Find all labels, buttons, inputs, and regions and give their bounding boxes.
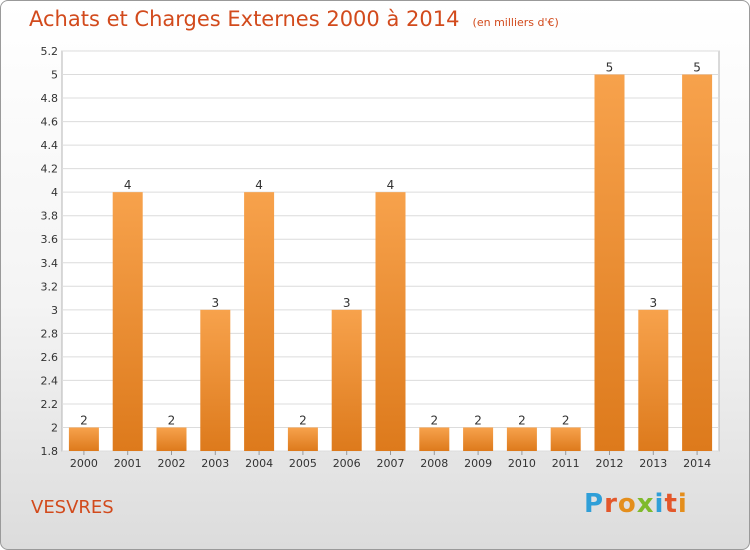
bar [419,427,450,451]
commune-name: VESVRES [31,497,114,518]
bar [506,427,537,451]
bar [156,427,187,451]
chart-title-text: Achats et Charges Externes 2000 à 2014 [29,7,460,31]
x-tick-label: 2012 [596,457,624,470]
y-tick-label: 4.6 [41,116,59,129]
bar [638,309,669,451]
logo-letter: x [636,489,655,519]
y-tick-label: 2.6 [41,351,59,364]
y-tick-label: 2 [51,421,58,434]
bar [375,192,406,452]
x-tick-label: 2014 [683,457,711,470]
logo-letter: r [604,489,618,519]
y-tick-label: 4.4 [41,139,59,152]
y-tick-label: 2.4 [41,374,59,387]
logo-letter: i [654,489,665,519]
bar-value-label: 3 [211,296,219,310]
proxiti-logo: Proxiti [584,489,688,519]
bar [463,427,494,451]
y-tick-label: 4 [51,186,58,199]
chart-title: Achats et Charges Externes 2000 à 2014 (… [29,7,559,31]
logo-letter: o [617,489,637,519]
x-tick-label: 2004 [245,457,273,470]
bar [682,74,713,451]
bar [331,309,362,451]
x-tick-label: 2003 [201,457,229,470]
bar [244,192,275,452]
bar [68,427,99,451]
bar-value-label: 5 [606,61,614,75]
y-tick-label: 5 [51,69,58,82]
bar-value-label: 2 [474,413,482,427]
bar-value-label: 2 [168,413,176,427]
y-tick-label: 3.6 [41,233,59,246]
bar-value-label: 2 [299,413,307,427]
bar-value-label: 4 [255,178,263,192]
bar [200,309,231,451]
logo-letter: i [677,489,688,519]
y-tick-label: 4.8 [41,92,59,105]
x-tick-label: 2002 [158,457,186,470]
x-tick-label: 2009 [464,457,492,470]
bar [550,427,581,451]
x-tick-label: 2007 [377,457,405,470]
bar-value-label: 4 [387,178,395,192]
x-tick-label: 2005 [289,457,317,470]
bar [112,192,143,452]
bar-value-label: 2 [518,413,526,427]
bar-value-label: 2 [80,413,88,427]
bar-value-label: 5 [693,61,701,75]
x-tick-label: 2000 [70,457,98,470]
logo-letter: t [664,489,678,519]
bar [287,427,318,451]
x-tick-label: 2013 [639,457,667,470]
x-tick-label: 2008 [420,457,448,470]
chart-unit: (en milliers d'€) [472,16,559,29]
logo-letter: P [584,489,605,519]
bar-value-label: 2 [430,413,438,427]
x-tick-label: 2010 [508,457,536,470]
y-tick-label: 3.4 [41,257,59,270]
y-tick-label: 4.2 [41,163,59,176]
y-tick-label: 3 [51,304,58,317]
y-tick-label: 2.8 [41,327,59,340]
y-tick-label: 2.2 [41,398,59,411]
bar-value-label: 3 [649,296,657,310]
y-tick-label: 3.8 [41,210,59,223]
bar-value-label: 3 [343,296,351,310]
x-tick-label: 2001 [114,457,142,470]
y-tick-label: 3.2 [41,280,59,293]
y-tick-label: 5.2 [41,45,59,58]
y-tick-label: 1.8 [41,445,59,458]
bar-value-label: 2 [562,413,570,427]
x-tick-label: 2006 [333,457,361,470]
bar-value-label: 4 [124,178,132,192]
bar [594,74,625,451]
x-tick-label: 2011 [552,457,580,470]
